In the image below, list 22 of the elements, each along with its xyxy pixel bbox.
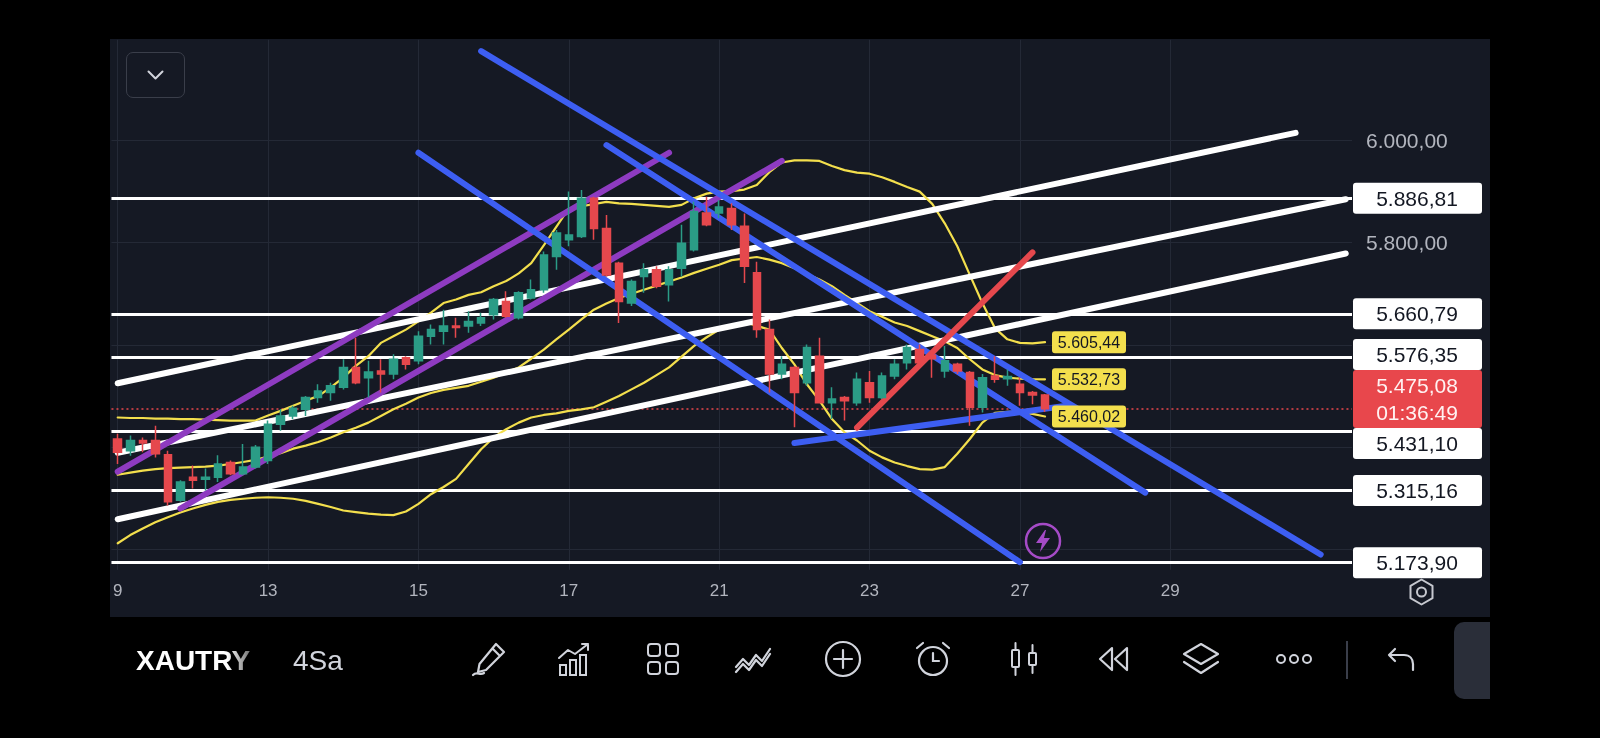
x-tick-label: 21 bbox=[709, 580, 729, 600]
x-tick-label: 29 bbox=[1160, 580, 1180, 600]
ref-line-label: 5.660,79 bbox=[1376, 302, 1458, 326]
text: 4Sa bbox=[293, 645, 343, 677]
ref-line-label: 5.886,81 bbox=[1376, 186, 1458, 210]
data-label: 5.532,73 bbox=[1057, 370, 1121, 388]
ref-line-label: 5.431,10 bbox=[1376, 432, 1458, 456]
x-tick-label: 23 bbox=[860, 580, 880, 600]
x-tick-label: 17 bbox=[559, 580, 579, 600]
data-label: 5.460,02 bbox=[1057, 407, 1121, 425]
x-tick-label: 9 bbox=[112, 580, 123, 600]
ref-line-label: 5.315,16 bbox=[1376, 479, 1458, 503]
y-tick-label: 6.000,00 bbox=[1366, 129, 1448, 152]
x-tick-label: 15 bbox=[409, 580, 428, 600]
ref-line-label: 5.576,35 bbox=[1376, 343, 1458, 367]
y-tick-label: 5.800,00 bbox=[1366, 231, 1448, 255]
ref-line-label: 5.475,08 01:36:49 bbox=[1376, 374, 1458, 425]
ref-line-label: 5.173,90 bbox=[1376, 551, 1458, 575]
data-label: 5.605,44 bbox=[1057, 333, 1121, 351]
x-tick-label: 13 bbox=[258, 580, 278, 600]
x-tick-label: 27 bbox=[1010, 580, 1030, 600]
text: XAUTRY bbox=[136, 645, 251, 677]
